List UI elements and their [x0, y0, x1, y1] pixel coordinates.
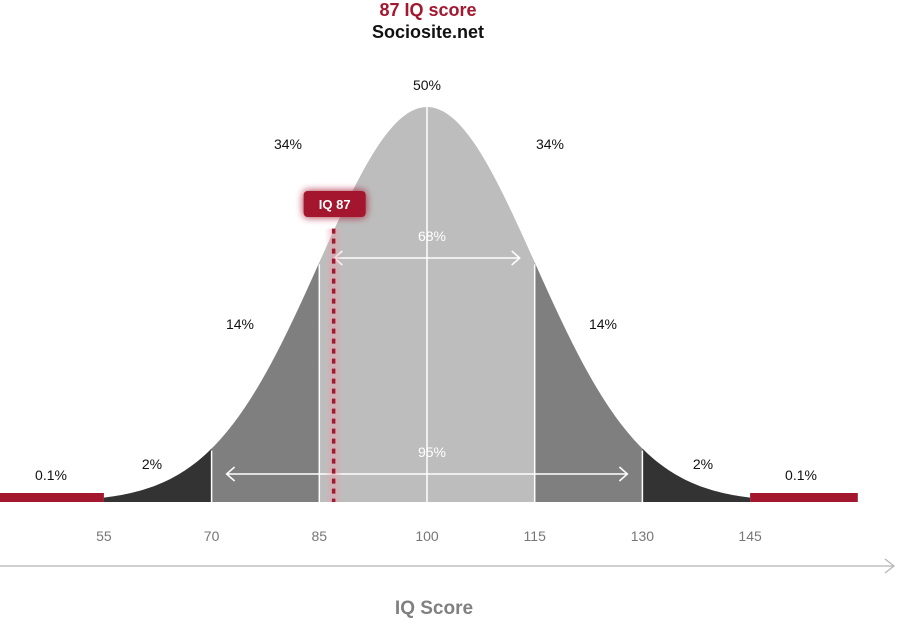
tick-label-130: 130: [631, 528, 655, 544]
region-label-7: 0.1%: [785, 467, 817, 483]
chart-title: 87 IQ score: [379, 0, 477, 20]
tail-bar-0: [0, 493, 104, 502]
tick-label-85: 85: [312, 528, 328, 544]
region-label-4: 34%: [536, 136, 564, 152]
tick-label-115: 115: [524, 528, 547, 544]
region-area-1: [103, 448, 212, 502]
region-label-3: 34%: [274, 136, 302, 152]
tick-label-100: 100: [415, 528, 439, 544]
tick-label-70: 70: [204, 528, 220, 544]
span-arrow-right-0: [511, 250, 521, 266]
x-axis-arrowhead: [884, 558, 895, 574]
tick-label-145: 145: [738, 528, 762, 544]
tick-label-55: 55: [96, 528, 112, 544]
region-label-5: 14%: [589, 316, 617, 332]
region-area-2: [211, 262, 320, 502]
marker-badge: [303, 191, 366, 217]
chart-subtitle: Sociosite.net: [371, 22, 485, 42]
x-axis-label: IQ Score: [395, 598, 473, 619]
span-label-1: 95%: [418, 444, 446, 460]
region-area-4: [427, 107, 535, 502]
marker-badge-label: IQ 87: [319, 197, 351, 212]
span-label-0: 68%: [418, 228, 446, 244]
tail-bar-7: [750, 493, 858, 502]
center-label: 50%: [413, 77, 441, 93]
region-label-0: 0.1%: [35, 467, 67, 483]
span-arrow-left-1: [225, 466, 236, 482]
region-area-5: [534, 262, 643, 502]
region-area-6: [642, 448, 751, 502]
region-label-1: 2%: [142, 456, 162, 472]
region-label-6: 2%: [693, 456, 713, 472]
region-label-2: 14%: [226, 316, 254, 332]
marker-glow: [324, 228, 343, 502]
span-arrow-right-1: [618, 466, 629, 482]
